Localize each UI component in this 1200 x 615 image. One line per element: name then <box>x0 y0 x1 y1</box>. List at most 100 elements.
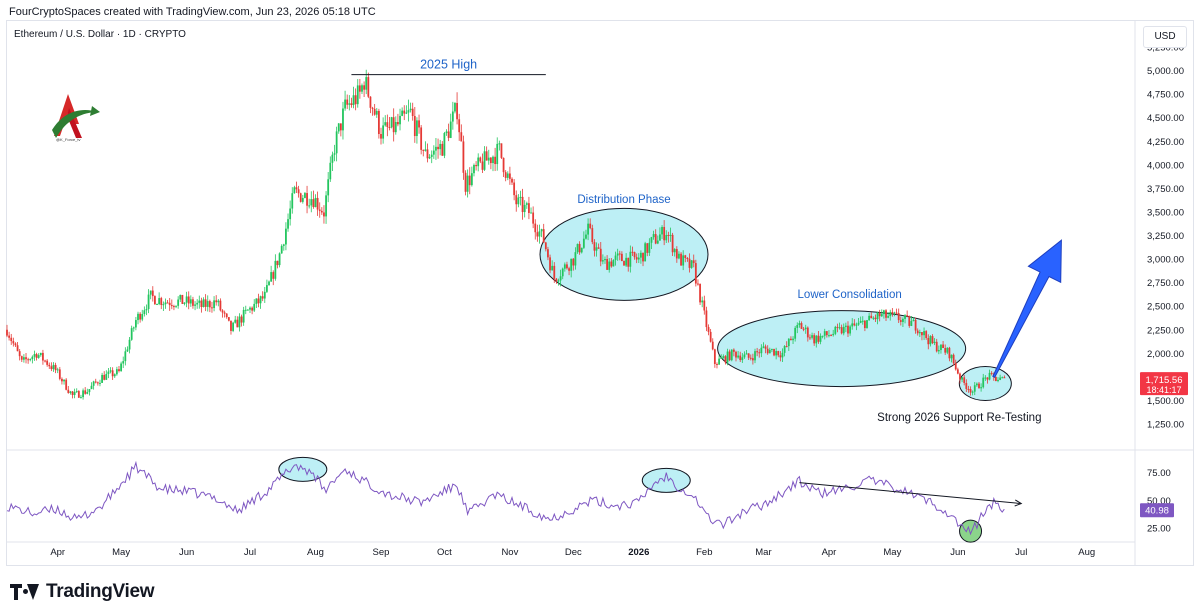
price-candle <box>361 85 363 92</box>
price-candle <box>10 337 13 342</box>
tradingview-watermark[interactable]: TradingView <box>10 581 155 603</box>
rsi-value-tag[interactable] <box>1140 503 1174 518</box>
price-candle <box>255 298 258 304</box>
price-tick-label: 1,500.00 <box>1147 396 1184 407</box>
price-candle <box>933 341 936 344</box>
price-candle <box>274 260 277 279</box>
price-candle <box>623 261 625 266</box>
price-candle <box>173 306 175 308</box>
price-tick-label: 4,750.00 <box>1147 90 1184 101</box>
price-candle <box>426 149 429 159</box>
price-candle <box>397 122 399 125</box>
price-candle <box>280 245 283 254</box>
price-candle <box>390 117 393 128</box>
price-candle <box>728 351 731 361</box>
price-candle <box>593 242 596 251</box>
price-candle <box>358 85 361 92</box>
price-candle <box>69 391 72 393</box>
price-candle <box>656 240 659 244</box>
price-candle <box>574 252 577 266</box>
price-candle <box>109 370 112 372</box>
price-candle <box>519 196 522 198</box>
price-candle <box>771 348 773 350</box>
price-candle <box>496 143 499 165</box>
price-candle <box>162 304 165 306</box>
price-candle <box>27 359 30 361</box>
price-candle <box>388 126 391 128</box>
price-candle <box>339 123 342 131</box>
price-candle <box>39 352 42 356</box>
brand-logo-icon <box>52 94 100 138</box>
price-candle <box>430 154 433 157</box>
price-candle <box>724 356 727 363</box>
price-candle <box>703 300 706 311</box>
price-candle <box>77 391 80 398</box>
price-candle <box>817 335 820 342</box>
price-candle <box>54 364 57 371</box>
price-candle <box>961 377 963 380</box>
price-candle <box>350 103 353 106</box>
price-candle <box>246 309 249 311</box>
price-candle <box>8 335 11 338</box>
price-candle <box>597 247 600 249</box>
price-candle <box>659 234 661 241</box>
price-candle <box>665 234 668 241</box>
price-candle <box>151 290 154 297</box>
rsi-tick-label: 50.00 <box>1147 496 1171 507</box>
price-candle <box>923 331 925 336</box>
price-candle <box>92 381 95 386</box>
price-candle <box>551 265 554 271</box>
price-candle <box>891 311 894 314</box>
price-candle <box>559 276 562 281</box>
price-candle <box>806 327 809 338</box>
price-candle <box>705 310 708 328</box>
price-candle <box>688 258 691 268</box>
price-candle <box>29 359 32 361</box>
price-candle <box>217 300 220 303</box>
price-candle <box>282 244 285 246</box>
price-candle <box>401 110 404 116</box>
price-candle <box>130 328 133 340</box>
price-candle <box>654 234 657 244</box>
brand-caption: @K_Force_tv <box>56 137 81 142</box>
price-candle <box>948 347 951 359</box>
price-candle <box>878 312 881 317</box>
price-candle <box>914 319 917 331</box>
last-price-tag[interactable] <box>1140 372 1188 396</box>
price-candle <box>931 336 934 344</box>
price-candle <box>701 300 704 303</box>
price-candle <box>745 353 748 355</box>
price-candle <box>893 312 896 314</box>
price-tick-label: 4,250.00 <box>1147 137 1184 148</box>
price-candle <box>853 323 856 326</box>
price-candle <box>96 382 99 384</box>
price-candle <box>122 361 125 364</box>
price-candle <box>120 363 123 372</box>
price-candle <box>604 258 606 261</box>
price-candle <box>707 327 710 332</box>
price-candle <box>306 193 308 206</box>
price-candle <box>840 327 843 334</box>
price-candle <box>111 370 114 377</box>
price-candle <box>468 175 471 186</box>
price-candle <box>268 281 270 286</box>
price-tick-label: 2,750.00 <box>1147 278 1184 289</box>
price-candle <box>454 102 456 112</box>
price-candle <box>775 351 778 356</box>
price-candle <box>804 327 807 330</box>
symbol-title[interactable]: Ethereum / U.S. Dollar · 1D · CRYPTO <box>14 29 186 40</box>
currency-selector[interactable]: USD <box>1143 26 1187 48</box>
price-candle <box>897 313 900 321</box>
price-candle <box>553 265 556 279</box>
price-candle <box>790 338 792 341</box>
price-candle <box>58 369 61 379</box>
price-candle <box>813 335 816 344</box>
chart-credit: FourCryptoSpaces created with TradingVie… <box>9 6 376 18</box>
price-candle <box>825 331 828 336</box>
price-candle <box>177 299 180 306</box>
price-candle <box>758 352 761 354</box>
price-candle <box>84 390 87 394</box>
price-candle <box>737 355 740 358</box>
price-candle <box>352 95 355 106</box>
